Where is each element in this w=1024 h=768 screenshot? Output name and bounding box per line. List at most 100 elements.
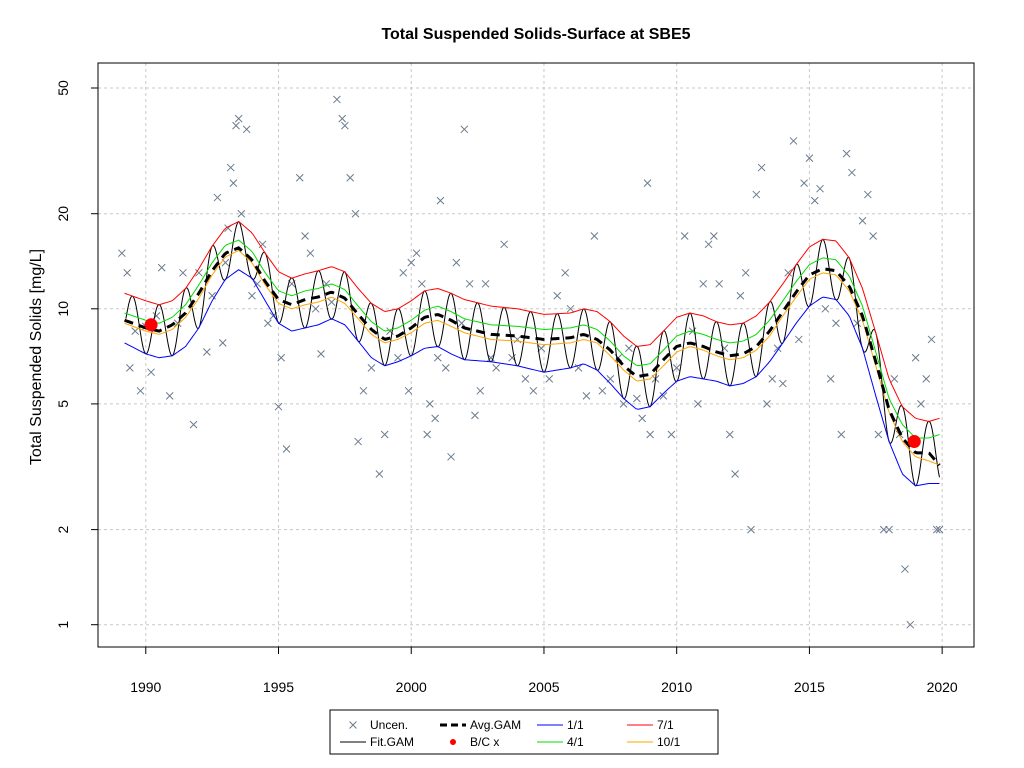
avg-gam-series <box>124 246 941 467</box>
uncen-point <box>407 258 416 267</box>
band-7-1-line <box>124 220 940 422</box>
uncen-point <box>359 386 368 395</box>
uncen-point <box>394 353 402 362</box>
uncen-point <box>805 154 814 162</box>
uncen-point <box>436 196 445 205</box>
uncen-point <box>431 414 439 423</box>
uncen-point <box>500 240 508 249</box>
uncen-point <box>465 279 474 288</box>
uncen-point <box>136 386 145 395</box>
uncen-point <box>725 430 734 439</box>
uncen-point <box>425 400 434 408</box>
uncen-point <box>853 319 862 328</box>
uncen-point <box>471 411 479 420</box>
uncen-point <box>452 258 461 267</box>
uncen-point <box>333 95 341 104</box>
uncen-point <box>346 173 355 182</box>
uncen-point <box>218 339 227 347</box>
uncen-point <box>752 190 761 199</box>
uncen-point <box>821 304 830 313</box>
legend-label: Uncen. <box>370 718 408 732</box>
uncen-point <box>232 121 240 130</box>
y-tick-label: 10 <box>55 301 71 317</box>
legend-label: 4/1 <box>567 735 584 749</box>
uncen-point <box>327 298 336 306</box>
uncen-point <box>646 430 654 439</box>
bc-point <box>907 435 921 449</box>
uncen-point <box>757 163 766 172</box>
uncen-point <box>123 268 132 277</box>
plot-frame <box>97 62 975 648</box>
uncen-point <box>890 375 899 383</box>
uncen-point <box>226 163 235 172</box>
legend-label: 7/1 <box>657 718 674 732</box>
uncen-point <box>574 364 583 372</box>
uncen-point <box>826 375 835 383</box>
uncen-point <box>131 327 140 335</box>
uncen-point <box>311 304 320 313</box>
uncen-point <box>747 525 755 534</box>
uncen-point <box>529 386 538 395</box>
uncen-point <box>699 279 708 288</box>
uncen-point <box>118 249 126 258</box>
uncen-point <box>561 268 570 277</box>
y-tick-label: 2 <box>55 526 71 534</box>
legend-symbol-uncen <box>349 721 357 729</box>
uncen-point <box>399 268 408 277</box>
fit-gam-series <box>125 220 940 487</box>
uncen-point <box>147 368 155 377</box>
band-1-1-line <box>124 269 940 487</box>
uncen-point <box>598 386 607 395</box>
uncen-point <box>710 232 718 240</box>
uncen-point <box>858 216 867 225</box>
uncen-point <box>521 375 530 383</box>
uncen-point <box>741 268 750 277</box>
uncen-point <box>633 394 641 403</box>
uncen-point <box>202 348 211 356</box>
uncen-point <box>367 364 376 372</box>
uncen-point <box>927 335 936 344</box>
uncen-point <box>590 232 599 240</box>
uncen-point <box>643 179 652 187</box>
uncen-point <box>433 353 442 362</box>
uncen-point <box>848 168 856 177</box>
uncen-point <box>248 291 256 300</box>
uncen-point <box>126 364 134 372</box>
y-tick-label: 5 <box>55 400 71 408</box>
uncen-point <box>282 445 291 453</box>
uncen-point <box>736 291 745 300</box>
fit-gam-line <box>125 220 940 487</box>
uncen-point <box>195 268 203 277</box>
x-tick-label: 1995 <box>263 679 294 695</box>
uncen-point <box>885 525 893 534</box>
uncen-point <box>418 279 426 288</box>
uncen-point <box>659 392 668 400</box>
uncen-point <box>338 114 347 123</box>
x-tick-label: 2020 <box>927 679 958 695</box>
legend-symbol-bc <box>450 739 456 745</box>
uncen-point <box>789 137 798 145</box>
uncen-point <box>229 179 238 187</box>
uncen-point <box>476 386 485 395</box>
y-axis: 1 2 5 10 20 50 <box>55 80 98 629</box>
uncen-point <box>619 400 628 408</box>
legend-label: 10/1 <box>657 735 681 749</box>
uncen-point <box>253 279 262 288</box>
uncen-point <box>566 304 575 313</box>
uncen-point <box>157 263 166 272</box>
uncen-point <box>208 291 216 300</box>
uncen-point <box>277 353 286 362</box>
uncen-point <box>715 279 724 288</box>
legend-label: 1/1 <box>567 718 584 732</box>
uncen-point <box>179 268 187 277</box>
uncen-point <box>863 190 872 199</box>
uncen-point <box>306 249 315 258</box>
uncen-point <box>412 249 421 258</box>
uncen-point <box>672 364 681 372</box>
uncen-point <box>779 379 787 388</box>
uncen-point <box>816 184 824 193</box>
legend-label: Avg.GAM <box>470 718 521 732</box>
uncen-point <box>582 392 591 400</box>
uncen-point <box>380 430 389 439</box>
